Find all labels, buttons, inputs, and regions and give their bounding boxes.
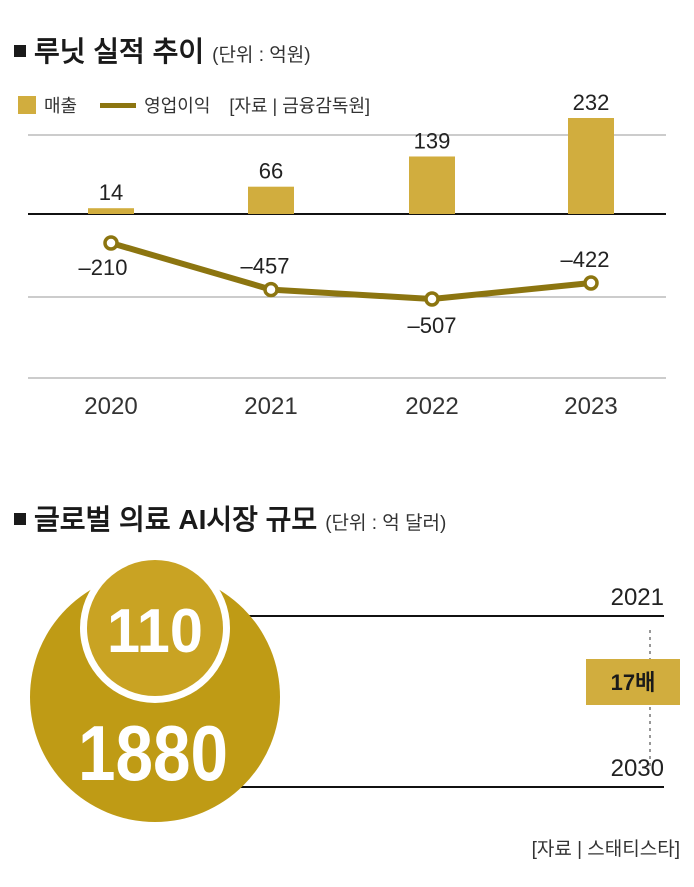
x-tick-label: 2020: [84, 393, 137, 420]
bubble-2021: [87, 560, 223, 696]
revenue-bar-label: 14: [99, 180, 123, 205]
legend-bar-swatch: [18, 96, 36, 115]
operating-profit-label: –507: [408, 313, 457, 338]
operating-profit-point: [263, 281, 279, 298]
chart1-title: 루닛 실적 추이 (단위 : 억원): [14, 30, 311, 70]
legend-line-swatch: [100, 102, 137, 108]
revenue-bar: [568, 118, 614, 214]
revenue-bar: [248, 186, 294, 214]
growth-badge: [586, 659, 680, 705]
x-tick-label: 2021: [244, 393, 297, 420]
operating-profit-line: [108, 240, 594, 302]
legend-bar-label: 매출: [44, 96, 78, 116]
chart2-unit: (단위 : 억 달러): [325, 513, 447, 534]
chart2-source: [자료 | 스태티스타]: [531, 839, 680, 860]
chart2-title: 글로벌 의료 AI시장 규모 (단위 : 억 달러): [14, 498, 446, 538]
operating-profit-point: [103, 235, 119, 251]
chart1-plot: 14 66 139 232 –210 –457 –507 –422 2020 2021 2022 20…: [28, 90, 666, 420]
legend-line-label: 영업이익: [144, 96, 211, 116]
year-label-2030: 2030: [611, 755, 664, 782]
title-square-icon: [14, 512, 26, 525]
revenue-bar: [409, 156, 455, 214]
chart1-source: [자료 | 금융감독원]: [229, 96, 371, 116]
growth-badge-label: 17배: [611, 670, 656, 695]
operating-profit-point: [424, 291, 440, 307]
operating-profit-label: –457: [241, 254, 290, 279]
x-tick-label: 2022: [405, 393, 458, 420]
chart1-legend: 매출 영업이익 [자료 | 금융감독원]: [18, 92, 370, 118]
value-label-2030: 1880: [78, 709, 228, 797]
operating-profit-label: –422: [561, 247, 610, 272]
revenue-bar-label: 139: [414, 128, 451, 153]
title-square-icon: [14, 44, 26, 57]
year-label-2021: 2021: [611, 584, 664, 611]
operating-profit-point: [583, 275, 599, 291]
chart1-unit: (단위 : 억원): [212, 45, 311, 66]
value-label-2021: 110: [107, 597, 203, 666]
revenue-bar-label: 66: [259, 159, 283, 184]
revenue-bar: [88, 208, 134, 214]
operating-profit-label: –210: [79, 255, 128, 280]
revenue-bar-label: 232: [573, 90, 610, 115]
x-tick-label: 2023: [564, 393, 617, 420]
